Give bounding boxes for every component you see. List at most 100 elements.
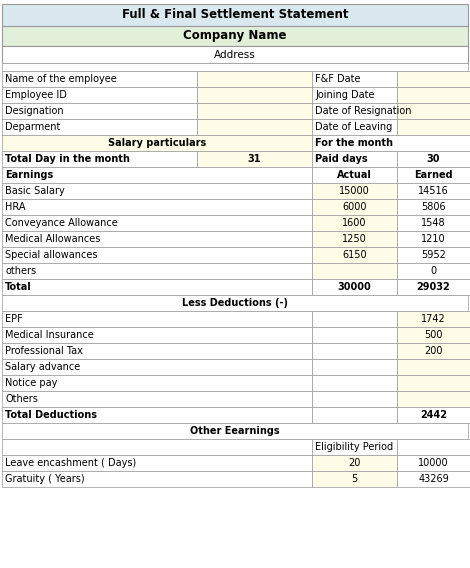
Bar [197, 71, 312, 87]
Text: Paid days: Paid days [315, 154, 368, 164]
Bar [312, 391, 397, 407]
Bar [397, 455, 470, 471]
Bar [2, 167, 312, 183]
Bar [197, 151, 312, 167]
Text: Gratuity ( Years): Gratuity ( Years) [5, 474, 85, 484]
Text: 2442: 2442 [420, 410, 447, 420]
Bar [397, 279, 470, 295]
Bar [197, 87, 312, 103]
Text: 30: 30 [427, 154, 440, 164]
Text: Deparment: Deparment [5, 122, 60, 132]
Bar [397, 71, 470, 87]
Text: F&F Date: F&F Date [315, 74, 360, 84]
Bar [397, 471, 470, 487]
Bar [2, 311, 312, 327]
Text: 6000: 6000 [342, 202, 367, 212]
Text: Date of Resignation: Date of Resignation [315, 106, 412, 116]
Text: 43269: 43269 [418, 474, 449, 484]
Bar [2, 135, 312, 151]
Text: Notice pay: Notice pay [5, 378, 57, 388]
Bar [397, 311, 470, 327]
Bar [2, 183, 312, 199]
Text: Others: Others [5, 394, 38, 404]
Bar [2, 103, 197, 119]
Text: 500: 500 [424, 330, 443, 340]
Text: Address: Address [214, 49, 256, 60]
Bar [197, 103, 312, 119]
Text: 31: 31 [248, 154, 261, 164]
Text: Medical Allowances: Medical Allowances [5, 234, 101, 244]
Bar [397, 167, 470, 183]
Text: Total Deductions: Total Deductions [5, 410, 97, 420]
Bar [397, 87, 470, 103]
Text: Other Eearnings: Other Eearnings [190, 426, 280, 436]
Text: 10000: 10000 [418, 458, 449, 468]
Text: Total: Total [5, 282, 32, 292]
Text: 0: 0 [431, 266, 437, 276]
Bar [2, 87, 197, 103]
Bar [397, 247, 470, 263]
Bar [312, 103, 397, 119]
Text: Full & Final Settlement Statement: Full & Final Settlement Statement [122, 9, 348, 22]
Bar [397, 439, 470, 455]
Bar [2, 63, 468, 71]
Bar [312, 151, 397, 167]
Bar [2, 439, 312, 455]
Bar [312, 455, 397, 471]
Text: HRA: HRA [5, 202, 25, 212]
Text: 5952: 5952 [421, 250, 446, 260]
Text: 1210: 1210 [421, 234, 446, 244]
Bar [397, 391, 470, 407]
Bar [397, 359, 470, 375]
Text: Total Day in the month: Total Day in the month [5, 154, 130, 164]
Bar [2, 407, 312, 423]
Text: EPF: EPF [5, 314, 23, 324]
Bar [2, 26, 468, 46]
Text: 1548: 1548 [421, 218, 446, 228]
Bar [312, 263, 397, 279]
Text: 1600: 1600 [342, 218, 367, 228]
Bar [397, 231, 470, 247]
Text: Earned: Earned [414, 170, 453, 180]
Text: Joining Date: Joining Date [315, 90, 375, 100]
Bar [2, 46, 468, 63]
Text: 1250: 1250 [342, 234, 367, 244]
Bar [312, 71, 397, 87]
Bar [312, 343, 397, 359]
Text: 14516: 14516 [418, 186, 449, 196]
Bar [2, 247, 312, 263]
Bar [312, 87, 397, 103]
Bar [2, 231, 312, 247]
Text: others: others [5, 266, 36, 276]
Text: Employee ID: Employee ID [5, 90, 67, 100]
Bar [2, 4, 468, 26]
Text: Less Deductions (-): Less Deductions (-) [182, 298, 288, 308]
Bar [397, 343, 470, 359]
Bar [2, 343, 312, 359]
Bar [2, 391, 312, 407]
Bar [2, 471, 312, 487]
Text: Professional Tax: Professional Tax [5, 346, 83, 356]
Bar [397, 375, 470, 391]
Bar [2, 199, 312, 215]
Text: 29032: 29032 [416, 282, 450, 292]
Bar [312, 407, 397, 423]
Text: Company Name: Company Name [183, 30, 287, 43]
Text: 1742: 1742 [421, 314, 446, 324]
Bar [312, 279, 397, 295]
Text: Basic Salary: Basic Salary [5, 186, 65, 196]
Bar [312, 359, 397, 375]
Bar [312, 247, 397, 263]
Bar [2, 279, 312, 295]
Bar [397, 183, 470, 199]
Text: 30000: 30000 [337, 282, 371, 292]
Bar [2, 119, 197, 135]
Bar [312, 439, 397, 455]
Bar [397, 263, 470, 279]
Text: 6150: 6150 [342, 250, 367, 260]
Text: Name of the employee: Name of the employee [5, 74, 117, 84]
Text: Salary advance: Salary advance [5, 362, 80, 372]
Bar [397, 119, 470, 135]
Text: Leave encashment ( Days): Leave encashment ( Days) [5, 458, 136, 468]
Bar [2, 151, 197, 167]
